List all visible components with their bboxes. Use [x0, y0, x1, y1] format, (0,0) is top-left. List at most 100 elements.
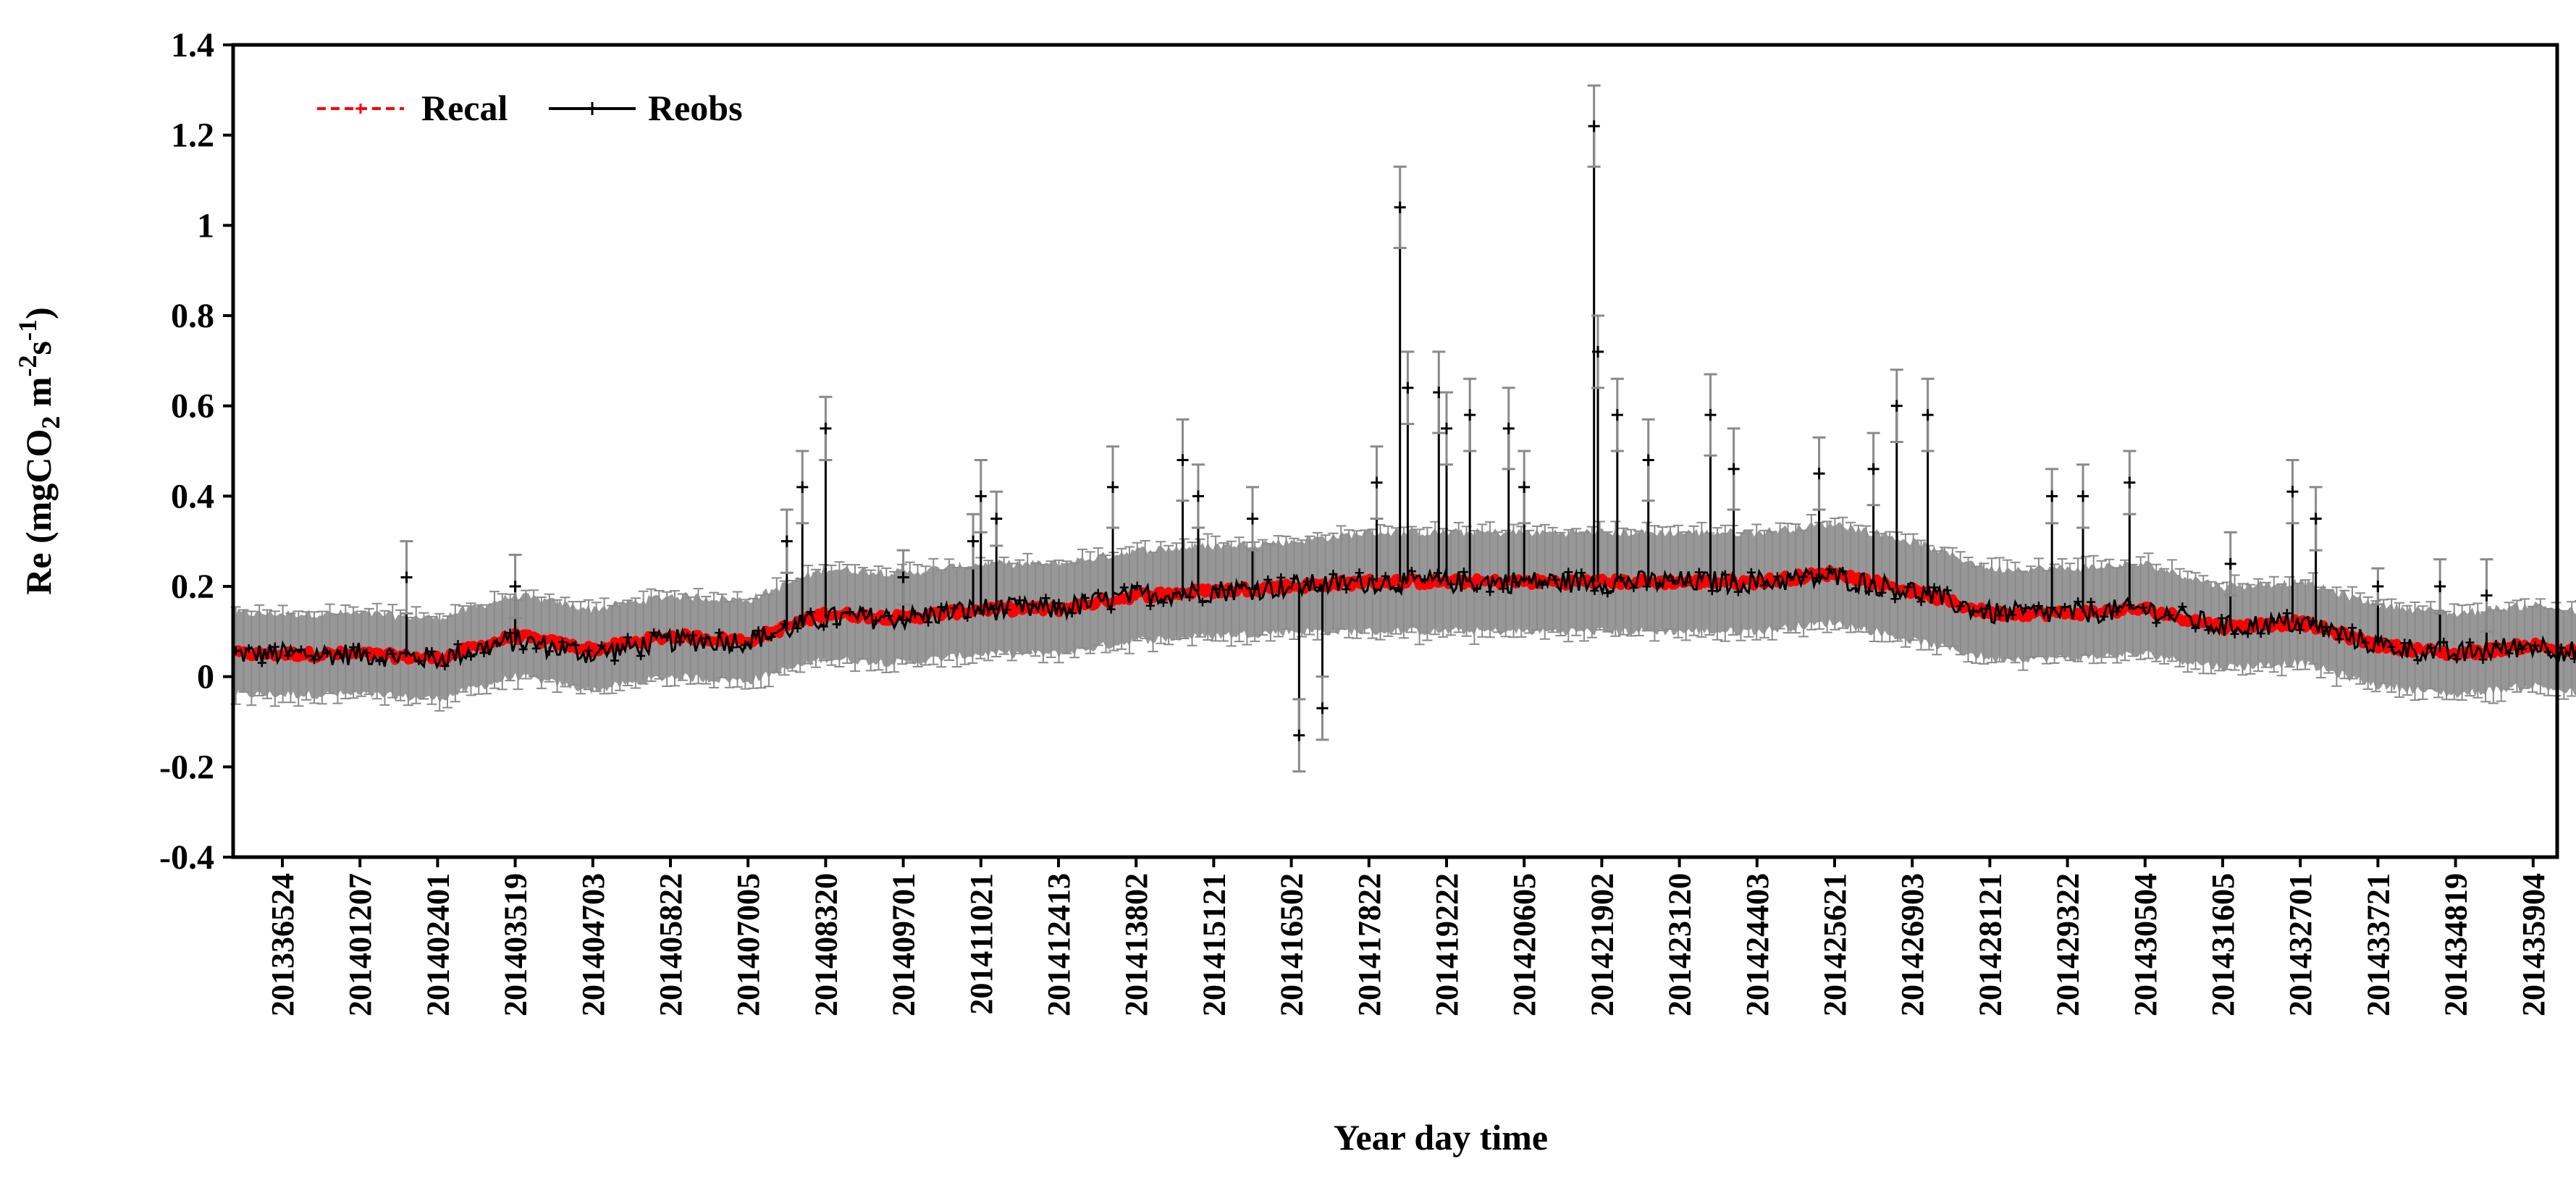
- x-tick-label: 201424403: [1740, 873, 1775, 1016]
- y-tick-label: 0.2: [171, 568, 214, 606]
- reobs-spike: [990, 490, 1003, 610]
- y-tick-label: 1.4: [171, 26, 214, 64]
- reobs-spike: [1502, 387, 1515, 582]
- y-tick-label: -0.2: [159, 748, 214, 786]
- reobs-spike: [1890, 368, 1903, 589]
- reobs-spike-marker: [2224, 557, 2236, 570]
- reobs-spike: [508, 553, 522, 641]
- reobs-spike: [2433, 558, 2447, 653]
- reobs-spike-marker: [1592, 345, 1604, 358]
- x-tick-label: 201423120: [1662, 873, 1698, 1016]
- reobs-spike-marker: [975, 490, 987, 502]
- reobs-spike-marker: [780, 535, 793, 547]
- reobs-spike-marker: [1107, 481, 1119, 493]
- x-tick-label: 201402401: [420, 873, 455, 1016]
- reobs-spike-marker: [1177, 454, 1189, 466]
- reobs-spike-marker: [2480, 589, 2493, 602]
- x-tick-label: 201336524: [265, 873, 300, 1016]
- reobs-spike: [819, 395, 833, 618]
- y-tick-label: 0.4: [171, 477, 214, 515]
- x-tick-label: 201404703: [576, 873, 611, 1016]
- x-axis-title: Year day time: [1334, 1117, 1548, 1158]
- reobs-spike-marker: [1588, 120, 1600, 132]
- x-tick-label: 201434819: [2438, 873, 2474, 1016]
- reobs-spike: [2480, 558, 2493, 651]
- reobs-spike-marker: [2372, 581, 2384, 592]
- reobs-spike-marker: [2077, 490, 2089, 502]
- reobs-spike: [1401, 350, 1415, 582]
- reobs-spike: [1246, 486, 1259, 589]
- reobs-spike-marker: [1611, 409, 1623, 421]
- y-tick-label: 0: [197, 658, 214, 696]
- reobs-spike: [1440, 391, 1453, 582]
- reobs-spike-marker: [1192, 490, 1204, 502]
- reobs-spike: [1316, 584, 1329, 741]
- reobs-spike: [896, 549, 910, 618]
- legend-entry-recal: Recal: [317, 88, 508, 128]
- reobs-spike: [1921, 377, 1935, 596]
- reobs-spike-marker: [1867, 463, 1880, 475]
- reobs-spike-marker: [400, 571, 413, 583]
- reobs-spike-marker: [1890, 400, 1903, 412]
- reobs-spike: [1704, 373, 1717, 582]
- reobs-markers: [231, 565, 2576, 670]
- reobs-spike: [1463, 377, 1477, 582]
- plot-frame: [231, 43, 2559, 859]
- reobs-spike-marker: [1316, 702, 1329, 715]
- reobs-spike-marker: [1704, 409, 1717, 421]
- reobs-spike: [1176, 418, 1190, 593]
- legend-entry-reobs: Reobs: [549, 88, 743, 128]
- reobs-spike-marker: [1293, 729, 1305, 741]
- y-tick-label: -0.4: [159, 838, 214, 877]
- reobs-spike: [1812, 436, 1826, 578]
- legend: Recal Reobs: [317, 88, 743, 128]
- reobs-spike: [974, 458, 988, 610]
- reobs-spike-marker: [1394, 201, 1406, 214]
- x-tick-label: 201425621: [1817, 873, 1853, 1016]
- reobs-spike-marker: [820, 422, 832, 434]
- reobs-spike: [400, 540, 413, 657]
- legend-reobs-marker: [586, 102, 599, 115]
- reobs-spike: [1727, 427, 1741, 582]
- reobs-spike: [1591, 314, 1605, 582]
- reobs-spike: [2123, 450, 2137, 610]
- reobs-spike-marker: [1813, 468, 1825, 480]
- reobs-spike-marker: [509, 581, 521, 592]
- x-tick-label: 201403519: [498, 873, 534, 1016]
- y-axis-title: Re (mgCO2 m-2s-1): [13, 307, 65, 594]
- reobs-spike-marker: [967, 535, 980, 547]
- reobs-spike: [1432, 350, 1446, 582]
- reobs-spike-marker: [1642, 454, 1654, 466]
- reobs-spike: [2309, 486, 2323, 628]
- reobs-spike-marker: [897, 571, 909, 583]
- x-tick-label: 201416502: [1274, 873, 1310, 1016]
- reobs-spike-marker: [1247, 513, 1258, 525]
- x-tick-label: 201408320: [808, 873, 843, 1016]
- reobs-spike-marker: [990, 513, 1003, 525]
- x-tick-label: 201407005: [731, 873, 766, 1016]
- reobs-spike: [2045, 468, 2059, 614]
- x-tick-label: 201431605: [2205, 873, 2241, 1016]
- x-tick-label: 201409701: [886, 873, 922, 1016]
- x-tick-label: 201401207: [342, 873, 378, 1016]
- reobs-spike: [2223, 531, 2237, 627]
- reobs-spike: [2371, 567, 2385, 646]
- reobs-spike: [1191, 463, 1205, 592]
- x-tick-label: 201417822: [1352, 873, 1387, 1016]
- reobs-spike: [1370, 445, 1384, 582]
- x-tick-label: 201429322: [2050, 873, 2086, 1016]
- reobs-spike: [796, 450, 809, 625]
- reobs-spike-marker: [1402, 382, 1414, 394]
- plot-area: [230, 84, 2576, 773]
- reobs-spike-marker: [2310, 513, 2322, 525]
- reobs-spike-marker: [1727, 463, 1740, 475]
- reobs-spike-marker: [2046, 490, 2058, 502]
- x-tick-label: 201421902: [1584, 873, 1620, 1016]
- reobs-spike: [1610, 377, 1624, 582]
- reobs-spike-marker: [1502, 422, 1515, 434]
- reobs-spike: [1641, 418, 1655, 582]
- x-tick-label: 201413802: [1119, 873, 1154, 1016]
- reobs-spike: [1518, 450, 1531, 582]
- x-tick-label: 201405822: [653, 873, 689, 1016]
